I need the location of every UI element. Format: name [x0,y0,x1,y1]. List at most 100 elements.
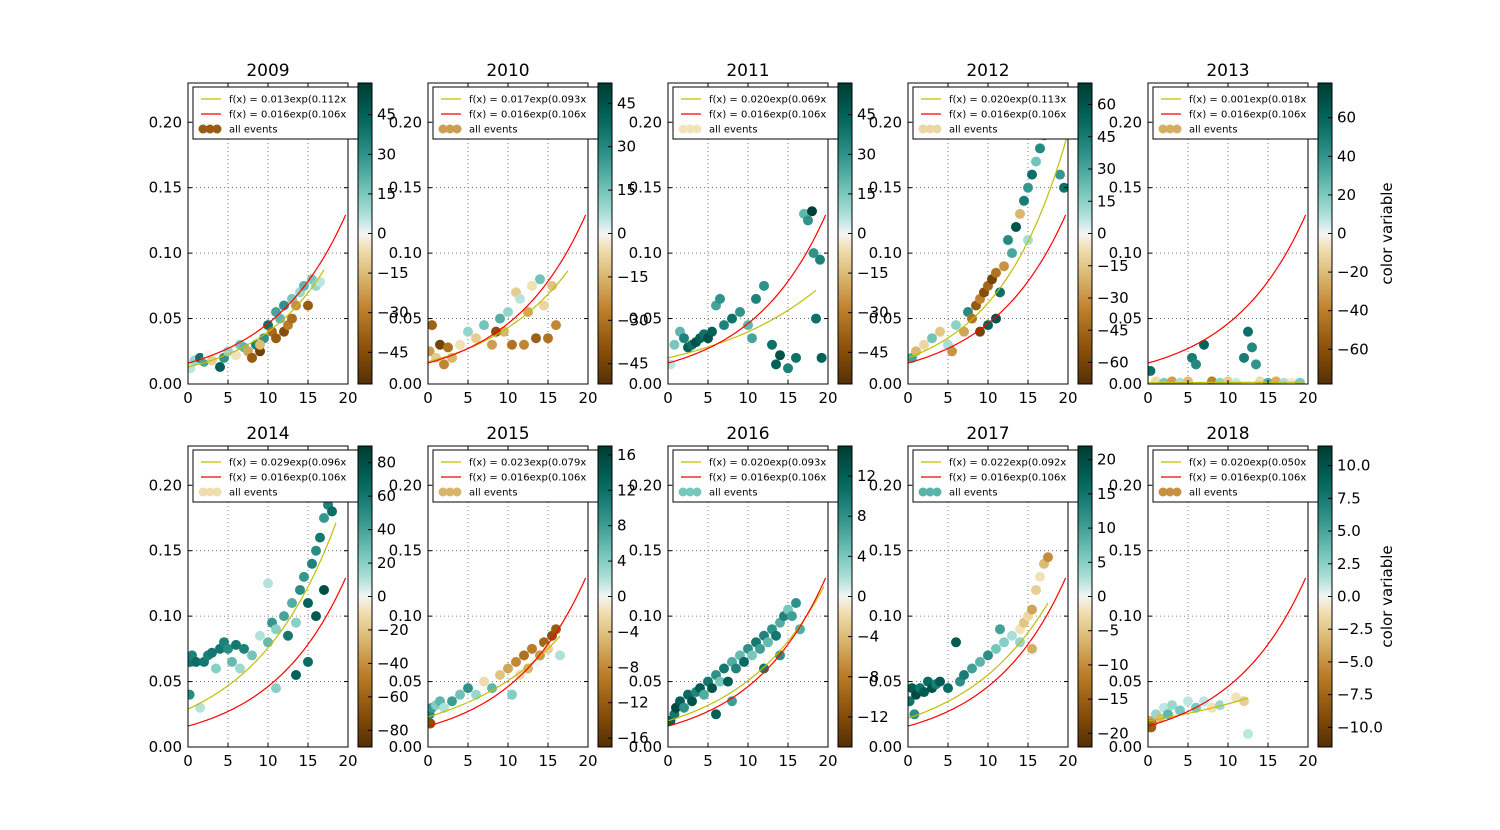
legend-entry-yearly-fit: f(x) = 0.020exp(0.050x [1189,458,1306,469]
data-point [751,293,761,304]
colorbar-tick-label: −30 [377,304,409,322]
x-tick-label: 5 [1183,752,1193,770]
colorbar-tick-label: 2.5 [1337,555,1361,573]
data-point [767,339,777,350]
data-point [1191,359,1201,370]
data-point [771,359,781,370]
x-tick-label: 10 [498,752,517,770]
data-point [447,696,457,707]
colorbar-tick-label: 15 [1097,192,1116,210]
data-point [669,339,680,350]
colorbar-label: color variable [1378,545,1396,647]
colorbar-tick-label: −30 [857,304,889,322]
data-point [479,676,489,687]
y-tick-label: 0.20 [1109,113,1142,131]
legend-marker [925,124,935,134]
data-point [435,339,445,350]
data-point [1167,700,1177,711]
y-tick-label: 0.10 [869,607,902,625]
x-tick-label: 0 [663,389,673,407]
data-point [463,683,473,694]
x-tick-label: 10 [1218,389,1237,407]
colorbar-tick-label: −10 [1097,656,1129,674]
legend-marker [1158,124,1168,134]
legend-box [192,86,364,140]
colorbar-tick-label: 45 [857,106,876,124]
data-point [255,339,265,350]
data-point [1035,571,1045,582]
x-tick-label: 20 [1298,752,1317,770]
data-point [747,333,757,344]
subplot-title: 2011 [726,61,769,81]
data-point [1007,248,1017,259]
data-point [247,650,257,661]
legend-box [672,86,844,140]
data-point [755,643,765,654]
colorbar-tick-label: −60 [1097,354,1129,372]
legend-marker [212,487,222,497]
data-point [291,300,301,311]
legend-entry-reference-fit: f(x) = 0.016exp(0.106x [949,110,1066,121]
colorbar-tick-label: 8 [617,517,627,535]
legend-marker [685,124,695,134]
data-point [463,326,473,337]
data-point [995,624,1005,635]
x-tick-label: 15 [298,389,317,407]
legend-entry-reference-fit: f(x) = 0.016exp(0.106x [1189,473,1306,484]
data-point [279,300,289,311]
data-point [991,313,1001,324]
legend-marker [198,487,208,497]
data-point [551,624,561,635]
fit-curve-reference [188,577,347,727]
legend-marker [918,124,928,134]
data-point [735,307,745,318]
data-point [771,630,781,641]
fit-curve-reference [908,577,1067,727]
colorbar-tick-label: 20 [1097,451,1116,469]
subplot-title: 2013 [1206,61,1249,81]
colorbar-tick-label: 60 [1337,109,1356,127]
data-point [551,320,561,331]
legend-marker [932,124,942,134]
colorbar-tick-label: 30 [1097,160,1116,178]
legend-entry-events: all events [949,488,998,499]
data-point [319,512,329,523]
y-tick-label: 0.10 [389,244,422,262]
legend-entry-events: all events [469,488,518,499]
legend-entry-reference-fit: f(x) = 0.016exp(0.106x [229,110,346,121]
legend-box [912,86,1084,140]
colorbar-tick-label: 0 [1097,588,1107,606]
legend-entry-events: all events [1189,488,1238,499]
data-point [999,637,1009,648]
colorbar-tick-label: 12 [617,481,636,499]
data-point [1059,182,1068,193]
y-tick-label: 0.05 [389,673,422,691]
colorbar: −20−15−10−505101520color variable [1077,445,1129,748]
data-point [935,676,945,687]
legend-marker [212,124,222,134]
legend-marker [685,487,695,497]
legend-entry-events: all events [709,488,758,499]
x-tick-label: 0 [663,752,673,770]
data-point [511,656,521,667]
x-tick-label: 20 [578,389,597,407]
data-point [808,248,819,259]
data-point [307,558,317,569]
colorbar-tick-label: −10.0 [1337,718,1383,736]
data-point [487,339,497,350]
y-tick-label: 0.20 [629,113,662,131]
legend-entry-yearly-fit: f(x) = 0.001exp(0.018x [1189,95,1306,106]
y-tick-label: 0.05 [629,673,662,691]
y-tick-label: 0.15 [869,179,902,197]
x-tick-label: 15 [1258,752,1277,770]
data-point [291,670,301,681]
colorbar-tick-label: 45 [377,106,396,124]
data-point [967,663,977,674]
data-point [503,663,513,674]
colorbar-tick-label: −8 [857,668,879,686]
data-point [299,571,309,582]
data-point [231,350,241,361]
y-tick-label: 0.20 [149,113,182,131]
data-point [479,320,489,331]
